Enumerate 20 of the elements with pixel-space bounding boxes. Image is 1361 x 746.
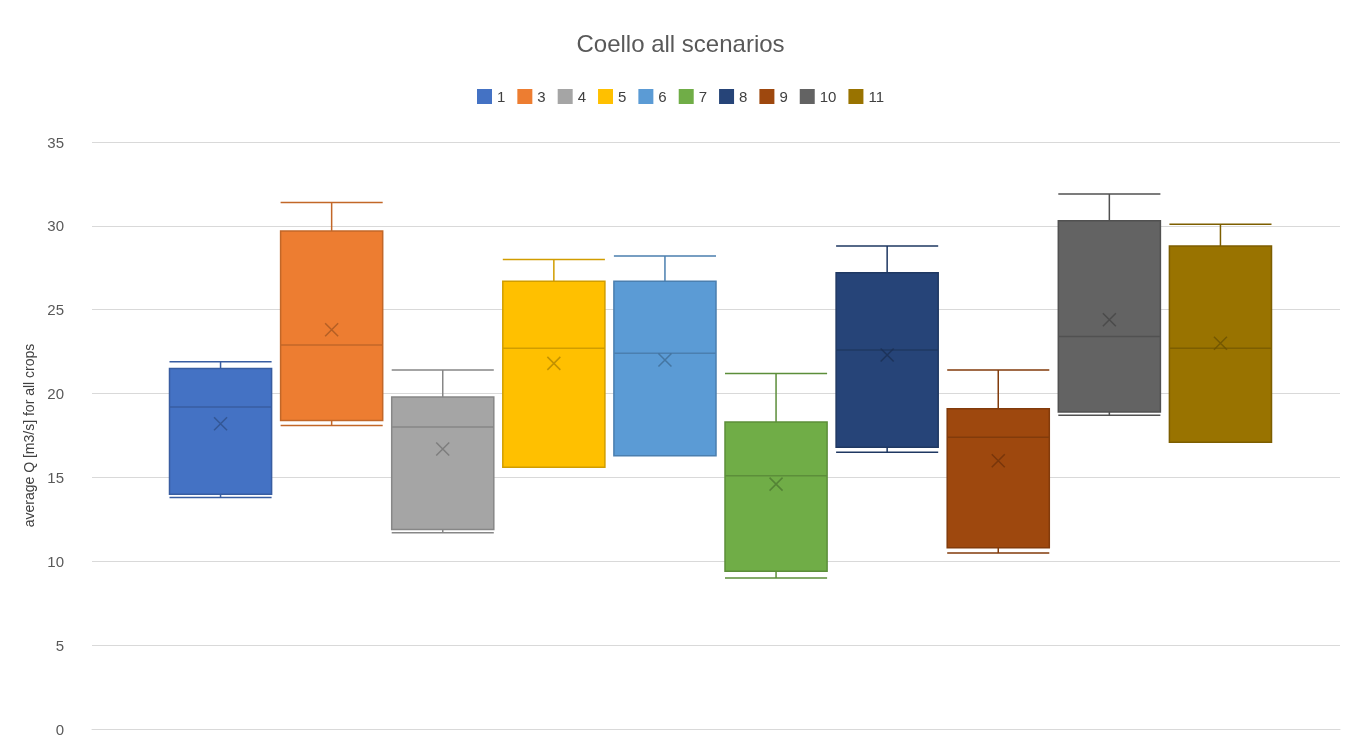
legend-label: 5 xyxy=(618,88,627,105)
legend-label: 3 xyxy=(537,88,546,105)
y-tick-label: 20 xyxy=(47,385,64,403)
y-tick-label: 15 xyxy=(47,468,64,486)
legend-label: 11 xyxy=(868,88,884,105)
y-tick-label: 25 xyxy=(47,301,64,319)
y-tick-label: 0 xyxy=(55,720,64,738)
legend-label: 6 xyxy=(658,88,667,105)
legend-label: 7 xyxy=(698,88,708,105)
legend-label: 4 xyxy=(577,88,587,105)
y-tick-label: 30 xyxy=(47,217,64,235)
y-tick-label: 10 xyxy=(47,552,64,570)
legend-label: 10 xyxy=(819,88,837,105)
legend-label: 9 xyxy=(779,88,788,105)
y-tick-label: 35 xyxy=(47,133,64,151)
legend-label: 8 xyxy=(739,88,748,105)
legend-label: 1 xyxy=(497,88,506,105)
chart-title: Coello all scenarios xyxy=(576,29,785,57)
y-axis-title: average Q [m3/s] for all crops xyxy=(21,343,38,528)
y-tick-label: 5 xyxy=(55,636,64,654)
